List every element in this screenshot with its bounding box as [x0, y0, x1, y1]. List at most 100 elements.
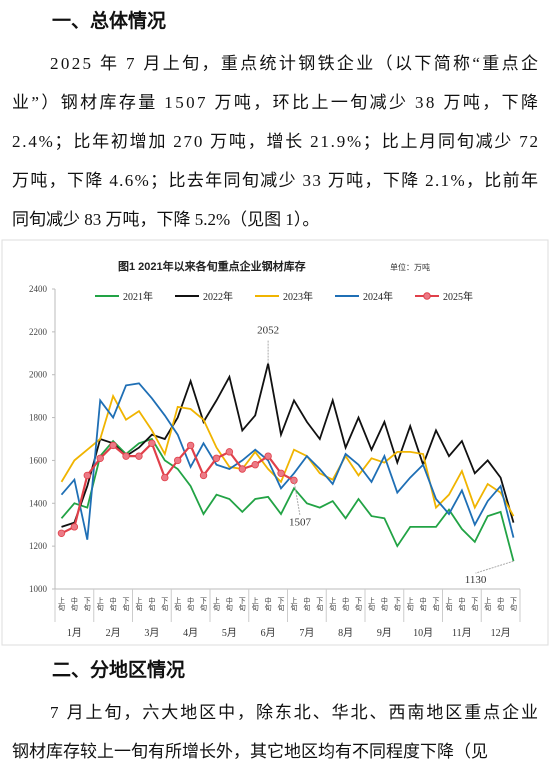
- x-tick-label: 下旬: [316, 597, 324, 612]
- chart-title: 图1 2021年以来各旬重点企业钢材库存: [118, 259, 306, 273]
- x-tick-label: 上旬: [406, 596, 414, 612]
- x-tick-label: 上旬: [57, 596, 65, 612]
- x-tick-label: 下旬: [393, 597, 401, 612]
- x-tick-label: 中旬: [419, 596, 427, 612]
- point: [148, 439, 156, 447]
- x-tick-label: 中旬: [497, 596, 505, 612]
- y-tick-label: 1600: [29, 455, 48, 465]
- x-tick-label: 中旬: [342, 596, 350, 612]
- paragraph-line: 业”）钢材库存量 1507 万吨，环比上一旬减少 38 万吨，下降: [12, 93, 538, 112]
- paragraph-line: 7 月上旬，六大地区中，除东北、华北、西南地区重点企业: [50, 703, 538, 722]
- x-tick-label: 中旬: [380, 596, 388, 612]
- annotation: 1130: [465, 574, 487, 586]
- x-tick-label: 下旬: [277, 597, 285, 612]
- legend-label: 2021年: [123, 290, 153, 303]
- x-tick-label: 中旬: [70, 596, 78, 612]
- y-tick-label: 1200: [29, 541, 48, 551]
- paragraph-line: 2.4%；比年初增加 270 万吨，增长 21.9%；比上月同旬减少 72: [12, 132, 538, 151]
- legend-label: 2025年: [443, 290, 473, 303]
- x-tick-label: 下旬: [238, 597, 246, 612]
- point: [83, 471, 91, 480]
- annotation: 1507: [289, 516, 312, 528]
- point: [122, 452, 130, 460]
- x-tick-label: 下旬: [510, 597, 518, 612]
- x-tick-label: 上旬: [174, 596, 182, 612]
- point: [264, 452, 272, 460]
- x-tick-label: 中旬: [264, 596, 272, 612]
- x-tick-label: 上旬: [290, 596, 298, 612]
- paragraph-line: 同旬减少 83 万吨，下降 5.2%（见图 1）。: [12, 210, 319, 229]
- point: [212, 454, 221, 462]
- point: [225, 448, 234, 456]
- chart-frame: [1, 239, 549, 646]
- x-tick-label: 上旬: [212, 596, 220, 612]
- point: [161, 473, 169, 482]
- y-tick-label: 1800: [29, 413, 48, 423]
- month-label: 7月: [299, 627, 314, 639]
- legend-label: 2024年: [363, 290, 393, 303]
- chart-subtitle: 单位：万吨: [390, 262, 430, 272]
- month-label: 1月: [67, 627, 82, 639]
- y-tick-label: 2000: [29, 370, 48, 380]
- x-tick-label: 中旬: [148, 596, 156, 612]
- y-tick-label: 2200: [29, 327, 48, 337]
- x-tick-label: 下旬: [471, 597, 479, 612]
- month-label: 11月: [452, 627, 472, 639]
- month-label: 6月: [261, 627, 276, 639]
- legend-label: 2023年: [283, 290, 313, 303]
- month-label: 5月: [222, 627, 237, 639]
- x-tick-label: 下旬: [200, 597, 208, 612]
- x-tick-label: 下旬: [432, 597, 440, 612]
- x-tick-label: 中旬: [187, 596, 195, 612]
- series-line: [61, 363, 515, 528]
- month-label: 9月: [377, 627, 392, 639]
- x-tick-label: 上旬: [135, 596, 143, 612]
- y-tick-label: 1000: [29, 584, 48, 594]
- legend-marker: [423, 292, 431, 300]
- x-tick-label: 上旬: [96, 596, 104, 612]
- series-line: [60, 393, 515, 517]
- x-tick-label: 中旬: [458, 596, 466, 612]
- point: [96, 454, 104, 462]
- point: [238, 465, 246, 473]
- point: [57, 529, 66, 537]
- annotation: 2052: [257, 325, 279, 337]
- point: [251, 461, 259, 469]
- point: [186, 441, 195, 450]
- paragraph-line: 钢材库存较上一旬有所增长外，其它地区均有不同程度下降（见: [12, 742, 488, 761]
- x-tick-label: 上旬: [445, 596, 453, 612]
- series-line: [60, 437, 515, 562]
- point: [70, 523, 79, 531]
- point: [174, 456, 182, 465]
- point: [109, 441, 117, 450]
- month-label: 12月: [491, 627, 511, 639]
- x-tick-label: 下旬: [83, 597, 91, 612]
- paragraph-line: 2025 年 7 月上旬，重点统计钢铁企业（以下简称“重点企: [50, 54, 538, 73]
- x-tick-label: 中旬: [303, 596, 311, 612]
- x-tick-label: 上旬: [251, 596, 259, 612]
- x-tick-label: 上旬: [329, 596, 337, 612]
- y-tick-label: 2400: [29, 284, 48, 294]
- point: [277, 469, 285, 477]
- month-label: 8月: [338, 627, 353, 639]
- month-label: 3月: [144, 627, 159, 639]
- x-tick-label: 下旬: [355, 597, 363, 612]
- heading: 一、总体情况: [52, 9, 166, 32]
- x-tick-label: 中旬: [225, 596, 233, 612]
- legend-label: 2022年: [203, 290, 233, 303]
- heading: 二、分地区情况: [52, 658, 185, 681]
- x-tick-label: 上旬: [367, 596, 375, 612]
- annotation-leader: [475, 560, 514, 574]
- month-label: 2月: [106, 627, 121, 639]
- point: [135, 452, 143, 460]
- point: [199, 471, 208, 480]
- month-label: 10月: [413, 627, 433, 639]
- series-line: [60, 382, 515, 540]
- x-tick-label: 下旬: [161, 597, 169, 612]
- month-label: 4月: [183, 627, 198, 639]
- x-tick-label: 中旬: [109, 596, 117, 612]
- y-tick-label: 1400: [29, 498, 48, 508]
- x-tick-label: 下旬: [122, 597, 130, 612]
- x-tick-label: 上旬: [484, 596, 492, 612]
